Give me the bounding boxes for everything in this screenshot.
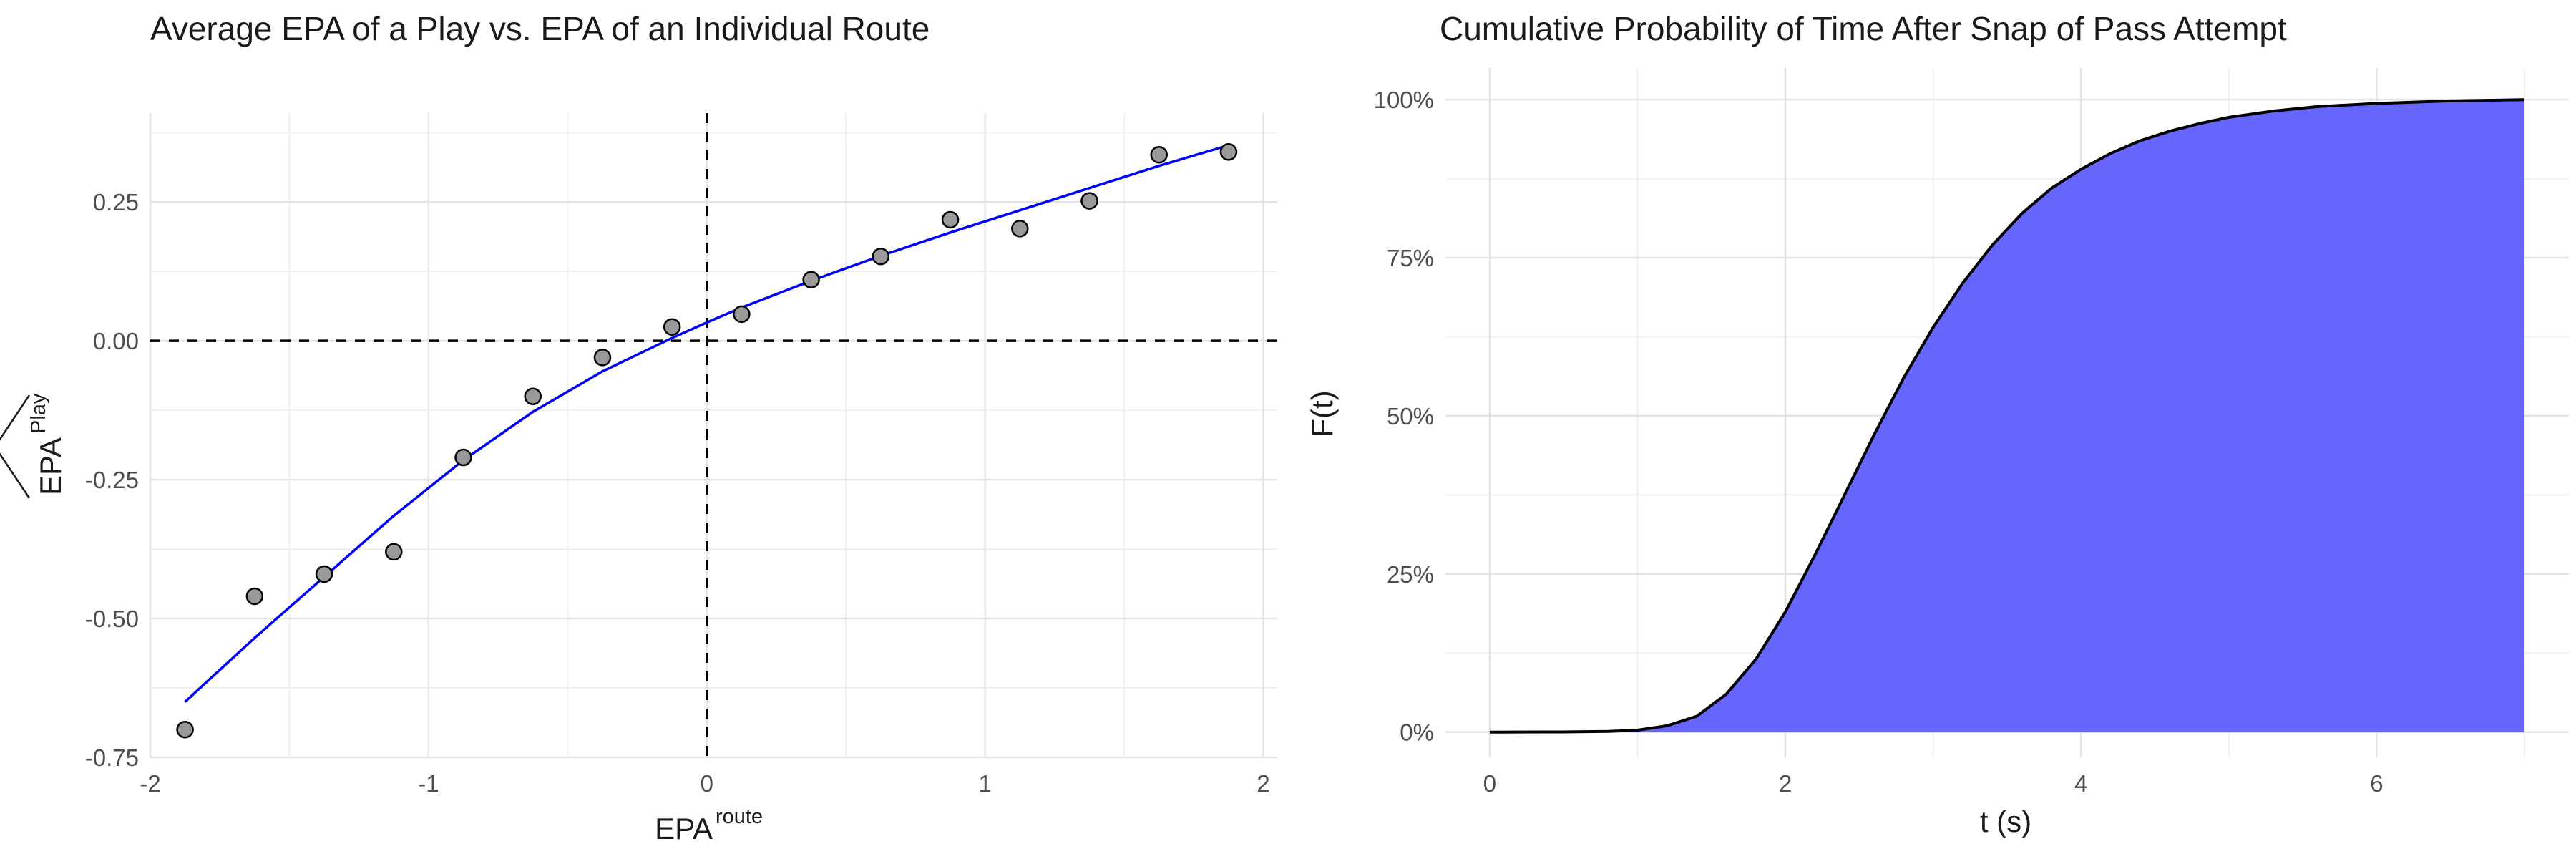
right-area [1489,98,2525,734]
left-grid [149,113,1277,759]
left-points [176,143,1238,739]
left-data-point [733,305,751,324]
left-data-point [802,271,820,289]
right-x-ticks: 0 2 4 6 [1483,770,2384,797]
left-x-ticks: -2 -1 0 1 2 [140,770,1269,797]
left-data-point [1080,192,1098,210]
right-cdf-curve [1489,98,2525,734]
left-y-axis-label-group: EPA Play [0,393,67,499]
right-chart-title: Cumulative Probability of Time After Sna… [1440,10,2287,47]
right-chart: Cumulative Probability of Time After Sna… [1305,10,2569,838]
left-data-point [524,387,542,405]
left-data-point [1150,145,1168,164]
right-x-tick-label: 6 [2370,770,2383,797]
right-y-ticks: 0% 25% 50% 75% 100% [1374,87,1434,745]
left-data-point [245,587,264,606]
left-y-axis-label-hat [0,394,31,499]
left-data-point [872,247,890,266]
right-area-fill [1490,100,2524,732]
left-data-point [663,318,681,336]
left-chart-title: Average EPA of a Play vs. EPA of an Indi… [150,10,930,47]
left-fit-line [184,144,1229,703]
left-x-tick-label: 0 [701,770,713,797]
right-y-tick-label: 25% [1387,561,1434,588]
left-data-point [1219,143,1238,161]
left-y-tick-label: 0.00 [93,328,139,354]
right-x-tick-label: 0 [1483,770,1496,797]
right-x-axis-label: t (s) [1980,805,2031,838]
right-y-tick-label: 50% [1387,403,1434,430]
left-y-ticks: -0.75 -0.50 -0.25 0.00 0.25 [85,189,139,771]
left-y-tick-label: -0.75 [85,744,139,771]
right-y-tick-label: 75% [1387,245,1434,271]
left-data-point [593,349,612,367]
left-x-tick-label: 2 [1257,770,1269,797]
right-x-tick-label: 4 [2074,770,2087,797]
left-x-tick-label: 1 [978,770,991,797]
left-x-tick-label: -1 [418,770,439,797]
left-data-point [315,565,333,583]
left-data-point [385,543,403,561]
left-y-axis-label-sup: Play [27,393,50,434]
left-y-tick-label: -0.50 [85,606,139,632]
left-chart: Average EPA of a Play vs. EPA of an Indi… [0,10,1277,845]
left-data-point [176,720,194,739]
left-reference-lines [150,113,1277,757]
right-y-tick-label: 100% [1374,87,1434,113]
left-y-tick-label: -0.25 [85,467,139,493]
left-y-tick-label: 0.25 [93,189,139,215]
left-data-point [941,210,960,229]
left-fit-line-path [184,144,1229,703]
right-y-axis-label: F(t) [1305,390,1339,437]
left-x-tick-label: -2 [140,770,160,797]
left-data-point [1011,220,1029,238]
left-x-axis-label-sup: route [716,805,763,828]
left-x-axis-label: EPA [655,812,713,845]
right-x-tick-label: 2 [1779,770,1792,797]
left-y-axis-label: EPA [34,437,67,495]
right-y-tick-label: 0% [1400,719,1434,746]
left-data-point [454,448,472,467]
